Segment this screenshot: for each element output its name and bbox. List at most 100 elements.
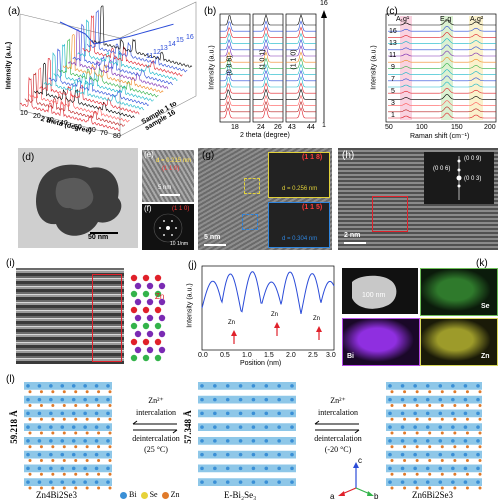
panel-l-bi-atom (400, 411, 405, 416)
panel-l-quintuple-layer (24, 382, 112, 390)
panel-l-bi-atom (200, 466, 204, 471)
panel-i-atom (130, 354, 138, 362)
panel-l-bi-atom (413, 452, 417, 457)
panel-l-quintuple-layer (386, 382, 482, 390)
panel-l-bi-atom (60, 466, 65, 471)
panel-c-xlabel: Raman shift (cm⁻¹) (410, 133, 470, 140)
panel-l-bi-atom (388, 480, 392, 484)
panel-i-roi (92, 274, 122, 362)
panel-l-bi-atom (238, 480, 243, 484)
panel-l-zn-atom (440, 390, 444, 394)
panel-l-zn-atom (62, 404, 66, 407)
panel-b-xrd-trace (286, 82, 316, 94)
panel-l-bi-atom (476, 397, 480, 402)
panel-l-zn-atom (28, 472, 32, 476)
panel-l-quintuple-layer (386, 464, 482, 473)
panel-l-zn-atom (440, 404, 444, 407)
panel-l-bi-atom (425, 480, 430, 484)
panel-l-zn-atom (108, 486, 112, 490)
panel-l-bi-atom (213, 411, 217, 416)
panel-l-zn-atom (403, 445, 407, 449)
panel-j-xtick-6: 3.0 (326, 352, 336, 359)
panel-l-bi-atom (238, 452, 243, 457)
panel-b-xrd-trace (253, 63, 283, 75)
panel-b-xrd-trace (253, 100, 283, 113)
panel-g-hrtem-image: (g) (1 1 8) d = 0.256 nm (1 1 5) d = 0.3… (198, 148, 332, 250)
panel-k: (k) 100 nm Se Bi Zn (340, 258, 500, 368)
panel-i-atom (142, 274, 150, 282)
panel-h-spot-009: (0 0 9) (464, 156, 482, 162)
panel-l-bi-atom (264, 384, 269, 388)
panel-l-bi-atom (463, 439, 468, 443)
panel-l-quintuple-layer (198, 464, 296, 473)
panel-l-bi-atom (463, 411, 468, 416)
panel-l-bi-atom (463, 480, 468, 484)
panel-l-bi-atom (425, 425, 430, 429)
panel-c-row-13: 13 (389, 40, 397, 47)
panel-l-bi-atom (238, 439, 243, 443)
panel-l-bi-atom (60, 425, 65, 429)
panel-b-xrd-zoom-plot (219, 10, 327, 123)
panel-l-bi-atom (290, 384, 294, 388)
panel-c-raman-trace (388, 32, 496, 38)
panel-l-zn-atom (390, 417, 394, 421)
panel-l-bi-atom (106, 439, 110, 443)
panel-l-zn-atom (478, 459, 482, 462)
panel-l-zn-atom (28, 459, 32, 462)
panel-l-zn-atom (108, 472, 112, 476)
panel-l-bi-atom (213, 452, 217, 457)
panel-b-xrd-trace (253, 26, 283, 38)
panel-l-zn-atom (403, 431, 407, 435)
panel-c-raman-plot (385, 13, 497, 123)
panel-l-zn-atom (51, 445, 55, 449)
panel-j-mark-3: Zn (313, 316, 321, 322)
panel-c: (c) Intensity (a.u.) A₁g¹ E₂g A₁g² 16 13… (330, 0, 501, 140)
panel-l-zn-atom (85, 431, 89, 435)
panel-a-sample-label-12: 12 (153, 49, 161, 56)
panel-i-atom (146, 346, 154, 354)
panel-l-zn-atom (51, 459, 55, 462)
panel-l-bi-atom (106, 411, 110, 416)
panel-l-zn-atom (453, 486, 457, 490)
panel-l-zn-atom (453, 404, 457, 407)
panel-j: (j) Intensity (a.u.) Zn Zn Zn 0.0 0.5 1.… (176, 258, 338, 370)
panel-b-xtick-26: 26 (274, 124, 282, 131)
panel-l-bi-atom (49, 384, 53, 388)
panel-l-arrow2-bot: deintercalation (314, 434, 362, 443)
panel-l-zn-atom (28, 404, 32, 407)
panel-a-xtick-40: 40 (60, 120, 68, 127)
panel-l-zn-atom (415, 390, 419, 394)
panel-l-zn-atom (453, 472, 457, 476)
panel-l-bi-atom (264, 439, 269, 443)
panel-l-right-name: Zn6Bi2Se3 (412, 490, 454, 500)
panel-c-raman-trace (388, 75, 496, 82)
panel-l-bi-atom (251, 480, 256, 484)
panel-i-atom (154, 338, 162, 346)
panel-l-arrow1-mid: intercalation (136, 408, 176, 417)
panel-l-bi-atom (49, 466, 53, 471)
panel-k-map-zn-label: Zn (481, 353, 490, 360)
panel-l-bi-atom (94, 425, 99, 429)
panel-l-zn-atom (74, 390, 78, 394)
panel-h-hrtem-image: (h) (0 0 9) (0 0 6) (0 0 3) 2 nm (338, 148, 498, 250)
panel-l-zn-atom (415, 431, 419, 435)
panel-b-xrd-trace (220, 94, 250, 106)
panel-i-atom (142, 306, 150, 314)
panel-l-bi-atom (476, 425, 480, 429)
panel-l-bi-atom (71, 466, 76, 471)
panel-l-structure-middle (198, 382, 296, 486)
panel-l-zn-atom (390, 486, 394, 490)
panel-l-zn-atom (465, 472, 469, 476)
panel-l-zn-atom (62, 417, 66, 421)
panel-l-zn-atom (440, 486, 444, 490)
panel-l-bi-atom (451, 411, 455, 416)
panel-j-xtick-1: 0.5 (220, 352, 230, 359)
panel-g-roi-yellow (244, 178, 260, 194)
panel-a-xtick-70: 70 (100, 130, 108, 137)
panel-l-zn-atom (478, 445, 482, 449)
panel-a-xrd-trace (43, 52, 145, 111)
panel-l-bi-atom (71, 480, 76, 484)
panel-l-zn-atom (97, 486, 101, 490)
panel-l-zn-atom (428, 404, 432, 407)
panel-l-bi-atom (277, 466, 281, 471)
